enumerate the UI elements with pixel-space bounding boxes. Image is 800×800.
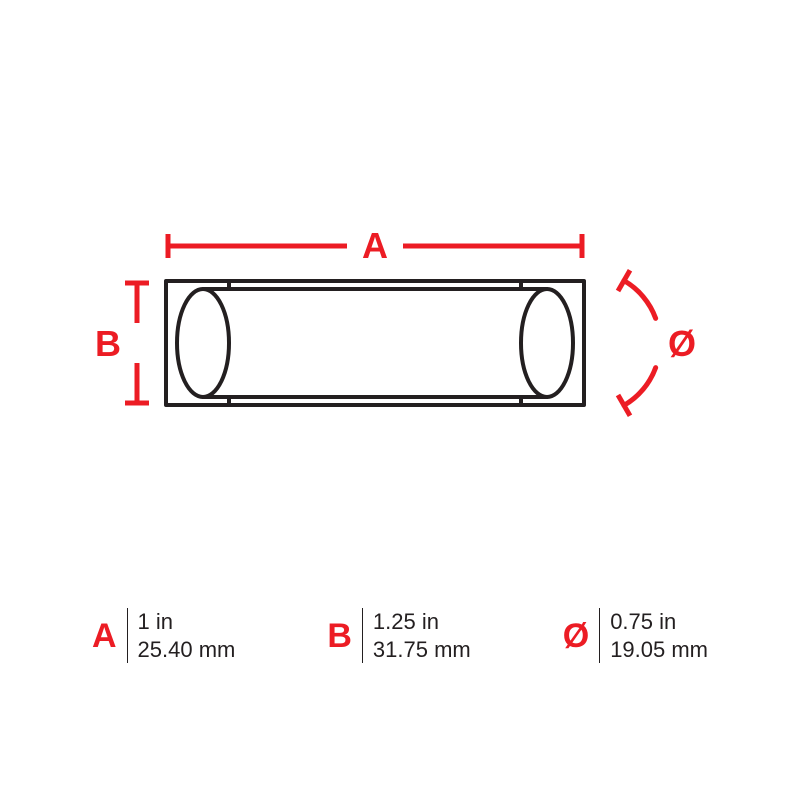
legend-value-imperial: 1 in xyxy=(138,608,236,636)
legend-item: Ø0.75 in19.05 mm xyxy=(563,608,708,663)
legend-item: A1 in25.40 mm xyxy=(92,608,235,663)
dimension-diagram: A B Ø xyxy=(0,0,800,800)
legend-value-imperial: 1.25 in xyxy=(373,608,471,636)
legend-letter: B xyxy=(327,619,362,653)
dimension-label-diameter: Ø xyxy=(668,323,696,364)
legend-item: B1.25 in31.75 mm xyxy=(327,608,470,663)
legend-values: 0.75 in19.05 mm xyxy=(600,608,708,663)
diameter-arc xyxy=(624,368,656,406)
legend-value-metric: 19.05 mm xyxy=(610,636,708,664)
legend-values: 1.25 in31.75 mm xyxy=(363,608,471,663)
cylinder-right-cap xyxy=(521,289,573,397)
legend-value-metric: 31.75 mm xyxy=(373,636,471,664)
dimension-legend: A1 in25.40 mmB1.25 in31.75 mmØ0.75 in19.… xyxy=(0,608,800,663)
diameter-arc xyxy=(624,281,656,319)
legend-value-metric: 25.40 mm xyxy=(138,636,236,664)
legend-letter: Ø xyxy=(563,619,599,653)
dimension-label-a: A xyxy=(362,225,388,266)
legend-values: 1 in25.40 mm xyxy=(128,608,236,663)
cylinder-left-cap xyxy=(177,289,229,397)
dimension-label-b: B xyxy=(95,323,121,364)
legend-value-imperial: 0.75 in xyxy=(610,608,708,636)
legend-letter: A xyxy=(92,619,127,653)
